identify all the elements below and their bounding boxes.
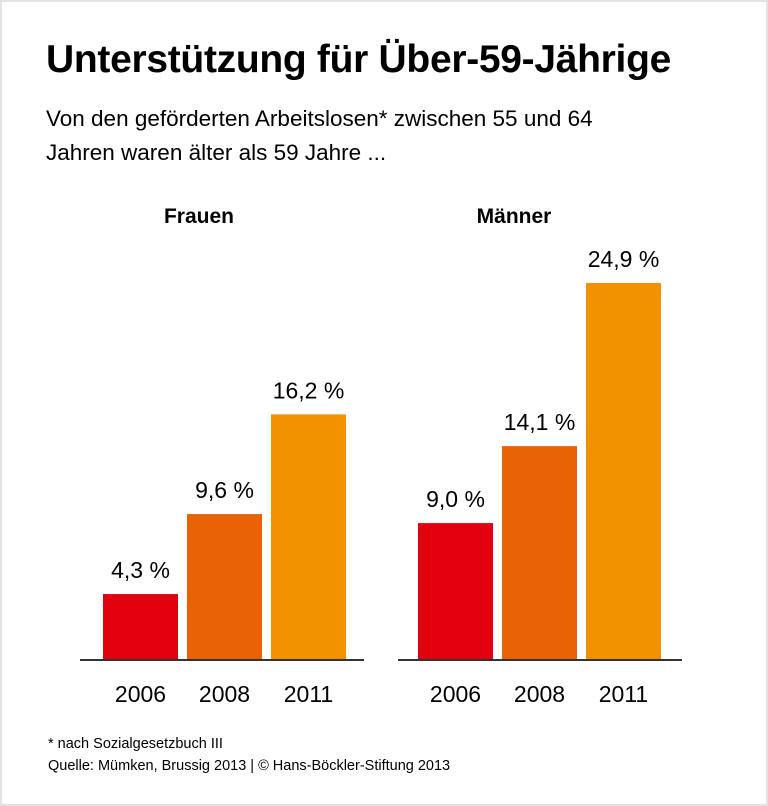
bar-2011 — [271, 414, 346, 659]
category-label: 2008 — [199, 681, 250, 707]
bar-2008 — [187, 514, 262, 659]
group-title-frauen: Frauen — [164, 205, 234, 228]
group-title-männer: Männer — [477, 205, 552, 228]
value-label: 14,1 % — [504, 409, 576, 435]
value-label: 9,6 % — [195, 477, 254, 503]
bar-2008 — [502, 446, 577, 659]
category-label: 2011 — [599, 681, 648, 707]
subtitle-line-2: Jahren waren älter als 59 Jahre ... — [46, 140, 387, 165]
chart-title: Unterstützung für Über-59-Jährige — [46, 38, 671, 81]
category-label: 2011 — [284, 681, 333, 707]
value-label: 4,3 % — [111, 557, 170, 583]
subtitle-line-1: Von den geförderten Arbeitslosen* zwisch… — [46, 106, 593, 131]
bar-2006 — [418, 523, 493, 659]
bar-2011 — [586, 283, 661, 659]
bar-2006 — [103, 594, 178, 659]
category-label: 2006 — [115, 681, 166, 707]
value-label: 9,0 % — [426, 486, 485, 512]
value-label: 16,2 % — [273, 377, 345, 403]
category-label: 2008 — [514, 681, 565, 707]
footnote: * nach Sozialgesetzbuch III — [48, 736, 223, 752]
value-label: 24,9 % — [588, 246, 660, 272]
source: Quelle: Mümken, Brussig 2013 | © Hans-Bö… — [48, 758, 451, 774]
category-label: 2006 — [430, 681, 481, 707]
